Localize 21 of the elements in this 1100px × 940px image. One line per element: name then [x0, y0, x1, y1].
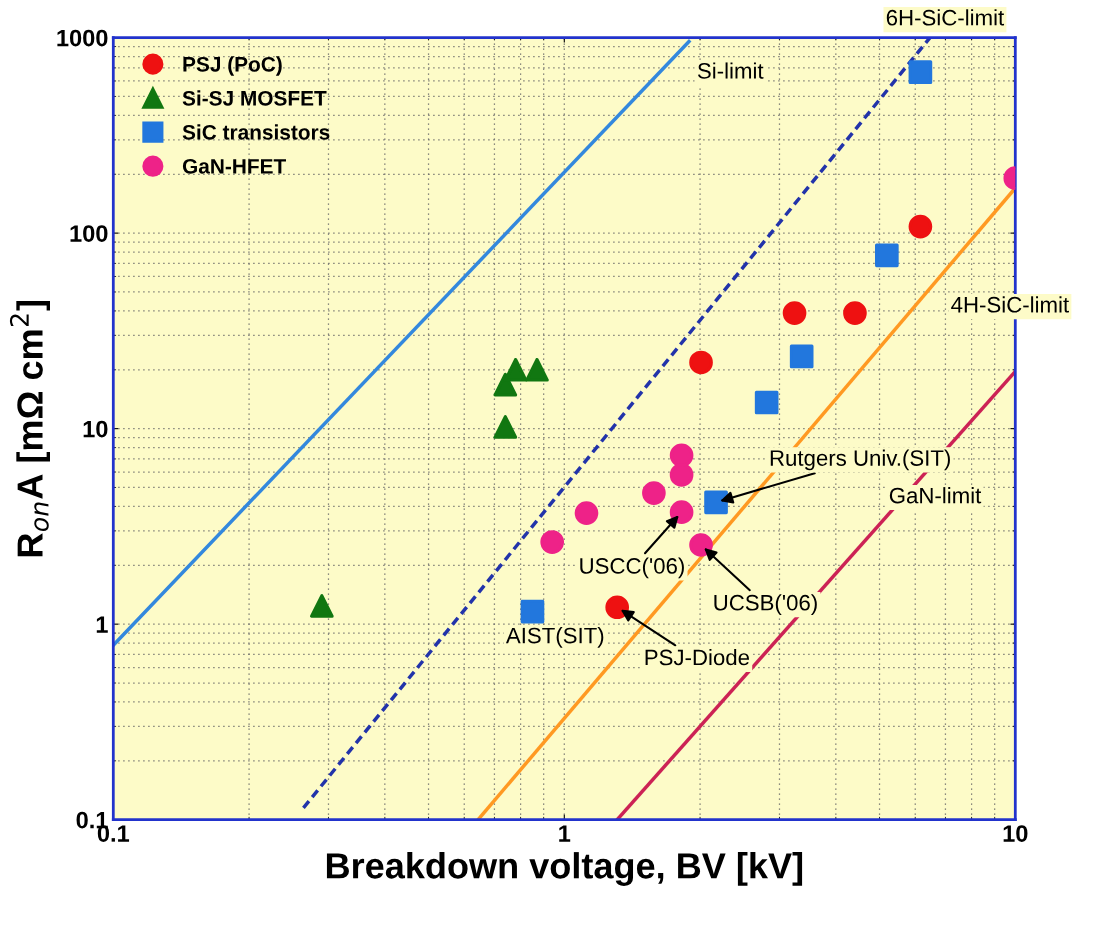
legend-label: GaN-HFET: [182, 158, 286, 174]
annotation: PSJ-Diode: [645, 649, 750, 666]
text: 6H-SiC-limit: [886, 9, 1005, 26]
y-tick-label: 10: [83, 420, 108, 438]
legend-label: PSJ (PoC): [183, 56, 282, 76]
y-axis-title: R$_{on}$A [mΩ cm$^{2}$]: [9, 300, 50, 557]
x-tick-label: 10: [1003, 825, 1028, 842]
legend-label: SiC transistors: [182, 124, 330, 140]
annotation: AIST(SIT): [505, 627, 604, 648]
y-tick-label: 1000: [57, 29, 108, 47]
annotation: Rutgers Univ.(SIT): [770, 449, 950, 471]
annotation: UCSB('06): [714, 594, 817, 615]
x-axis-title: Breakdown voltage, BV [kV]: [326, 852, 803, 886]
annotation: Si-limit: [697, 62, 764, 79]
legend-label: Si-SJ MOSFET: [182, 90, 327, 106]
y-tick-label: 100: [70, 225, 108, 242]
annotation: 4H-SiC-limit: [951, 296, 1069, 313]
annotation: USCC('06): [580, 557, 684, 579]
x-tick-label: 1: [559, 825, 571, 842]
y-tick-label: 1: [96, 616, 108, 633]
annotation: GaN-limit: [889, 487, 982, 504]
